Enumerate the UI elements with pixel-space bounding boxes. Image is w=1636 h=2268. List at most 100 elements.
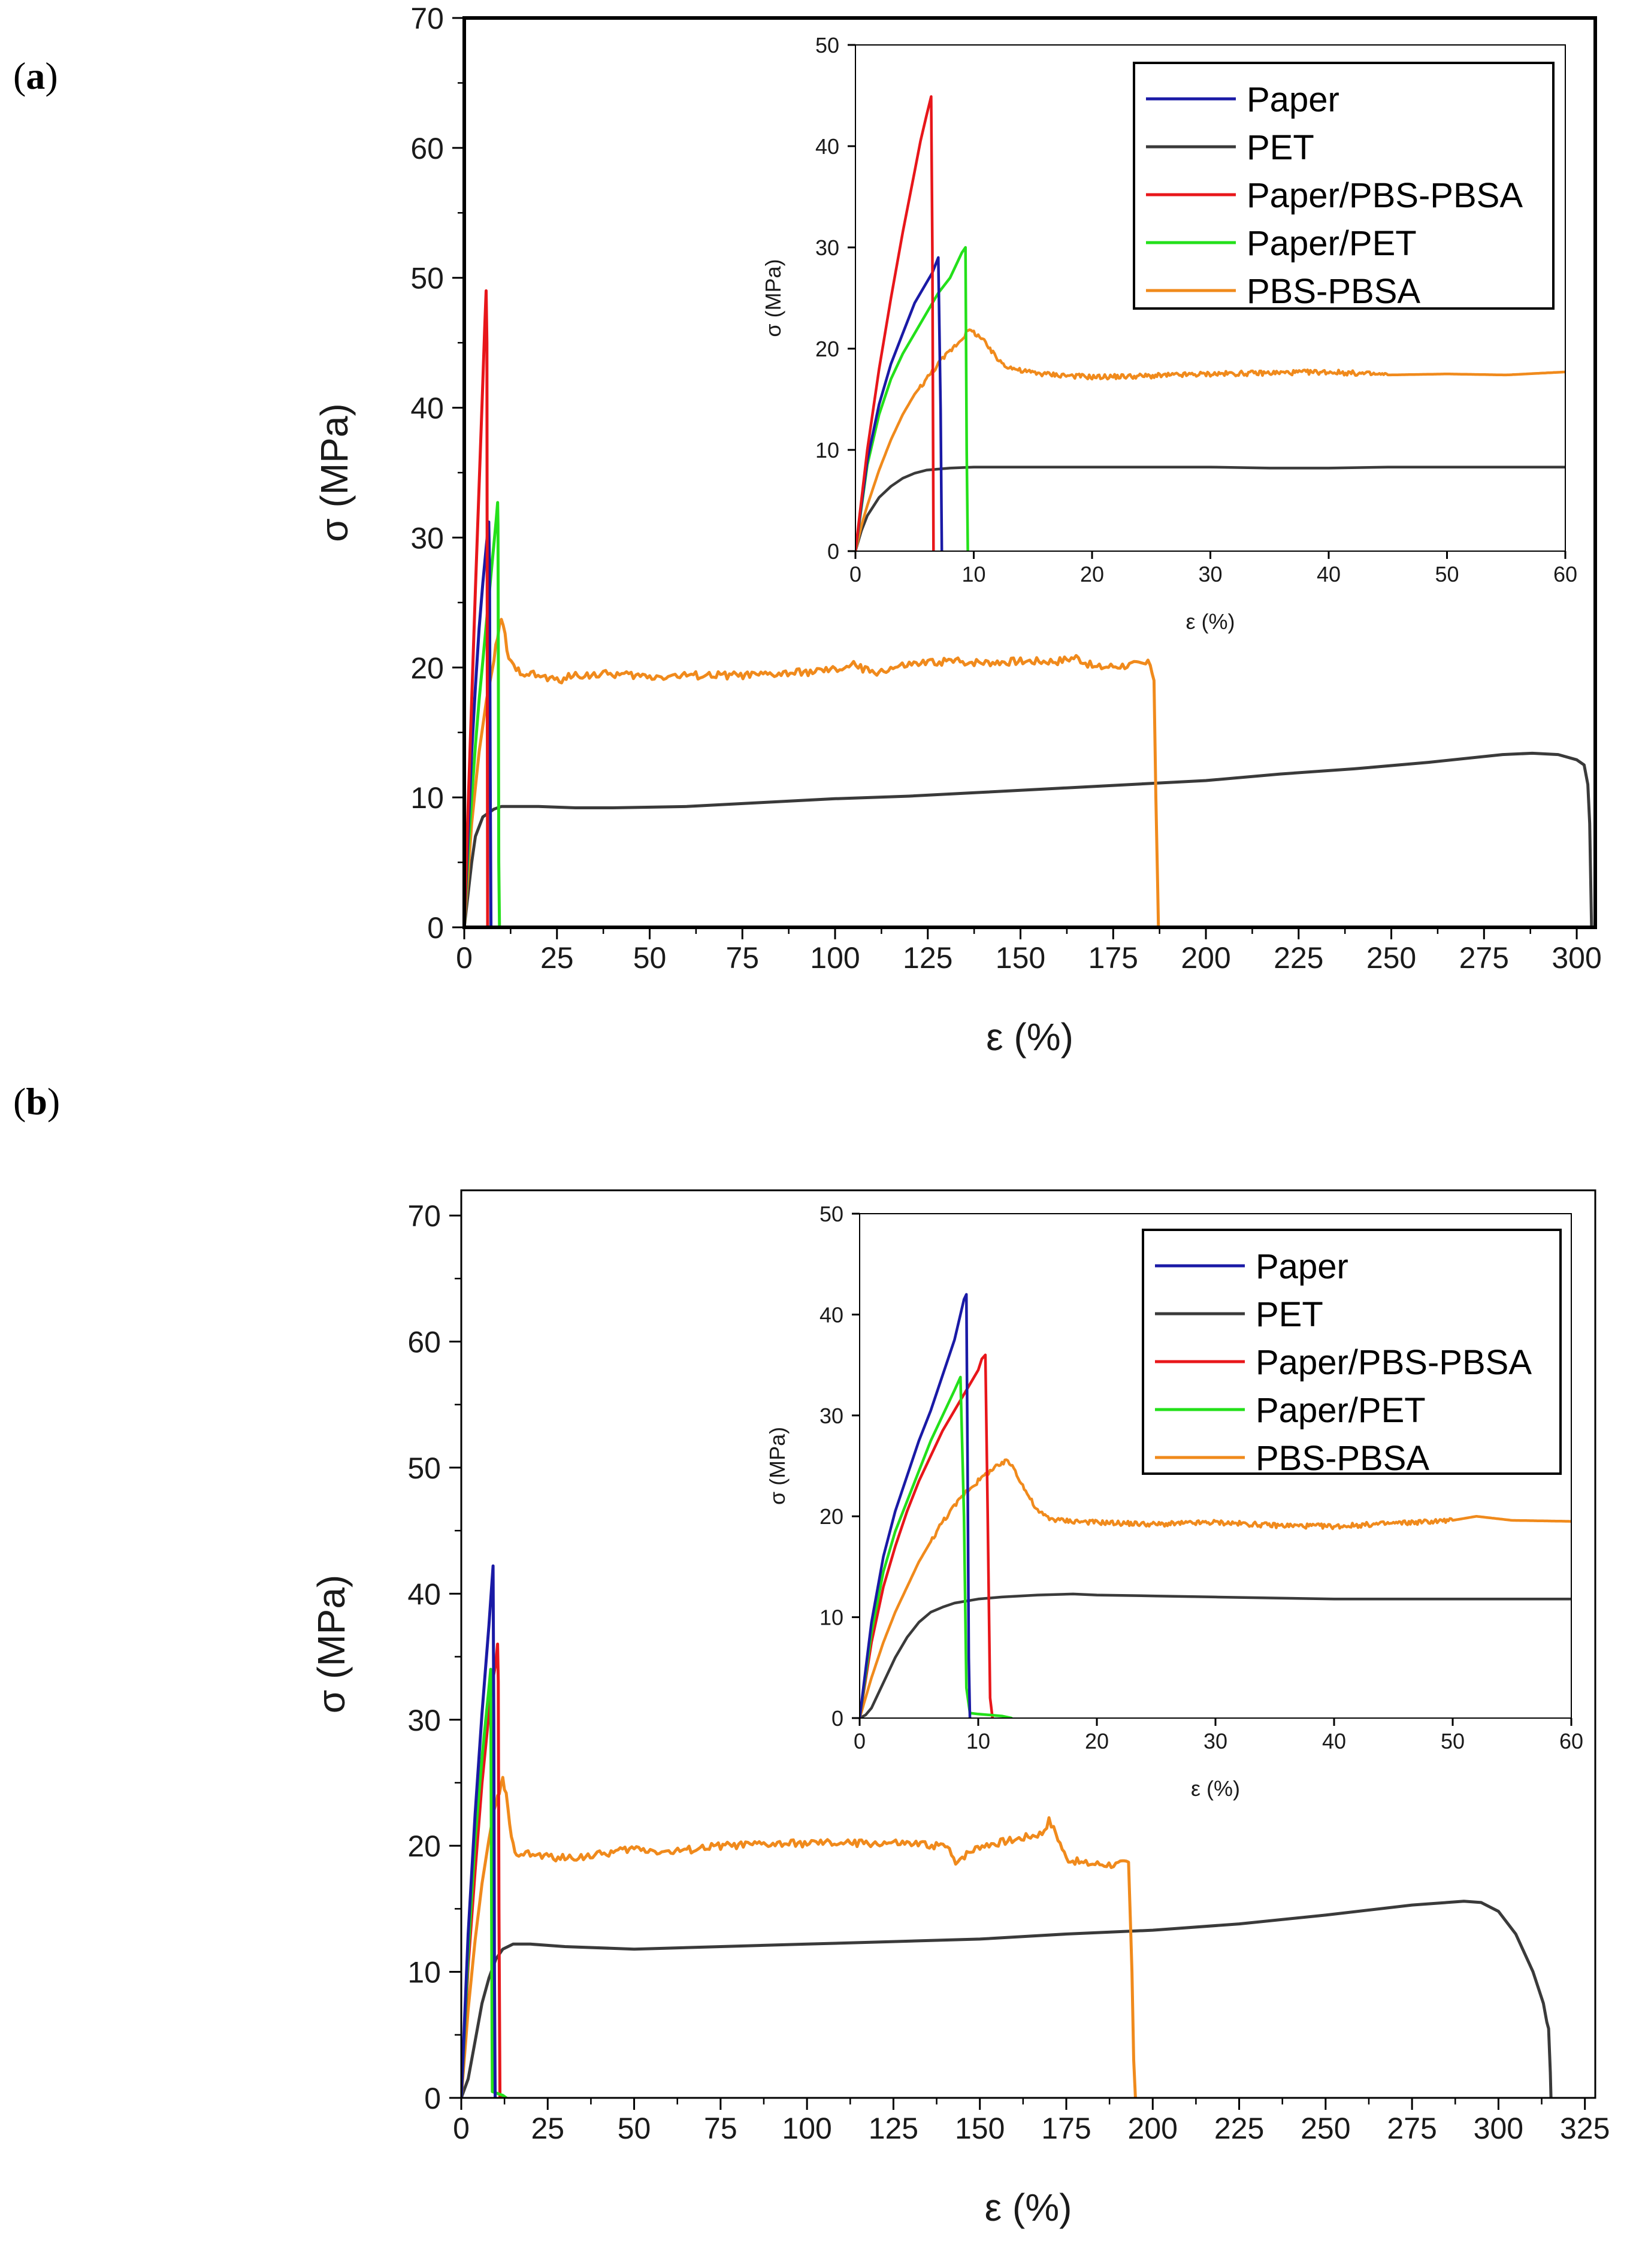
y-axis-title: σ (MPa) [313, 403, 356, 542]
y-tick-label: 20 [410, 651, 444, 685]
series-paper-pet [860, 1375, 1013, 1718]
series-group [464, 289, 1593, 927]
series-group [860, 1293, 1571, 1718]
x-tick-label: 225 [1274, 941, 1323, 975]
series-paper [855, 256, 944, 551]
x-tick-label: 50 [633, 941, 667, 975]
x-tick-label: 275 [1387, 2112, 1437, 2145]
x-tick-label: 175 [1041, 2112, 1091, 2145]
y-tick-label: 40 [819, 1302, 843, 1327]
panel-label-b-open: ( [13, 1080, 26, 1123]
series-pet [461, 1900, 1553, 2098]
x-tick-label: 0 [453, 2112, 470, 2145]
panel-label-a: (a) [13, 55, 58, 97]
x-tick-label: 100 [810, 941, 860, 975]
y-tick-label: 10 [410, 781, 444, 815]
legend-label: Paper [1247, 80, 1339, 119]
y-tick-label: 20 [819, 1504, 843, 1529]
legend-label: Paper [1256, 1247, 1348, 1286]
x-tick-label: 50 [1435, 562, 1459, 586]
x-tick-label: 50 [1441, 1729, 1465, 1753]
x-tick-label: 300 [1552, 941, 1601, 975]
chart-b-main: 0 25 50 75 100 125 150 175 200 225 250 275 300 325010… [310, 1189, 1610, 2229]
x-tick-label: 275 [1459, 941, 1509, 975]
y-tick-label: 30 [815, 235, 839, 260]
x-tick-label: 150 [955, 2112, 1005, 2145]
x-tick-label: 0 [849, 562, 861, 586]
x-tick-label: 175 [1088, 941, 1138, 975]
x-tick-label: 250 [1301, 2112, 1350, 2145]
y-tick-label: 50 [815, 33, 839, 58]
legend: Paper PET Paper/PBS-PBSA Paper/PET PBS-PBSA [1133, 62, 1555, 311]
y-axis-title: σ (MPa) [761, 259, 785, 337]
x-tick-label: 20 [1080, 562, 1104, 586]
legend: Paper PET Paper/PBS-PBSA Paper/PET PBS-PBSA [1142, 1229, 1562, 1478]
y-tick-label: 60 [407, 1326, 441, 1359]
x-tick-label: 0 [456, 941, 473, 975]
series-group [461, 1564, 1553, 2098]
x-axis-title: ε (%) [1191, 1776, 1240, 1801]
series-pbs-pbsa [461, 1776, 1137, 2098]
y-tick-label: 0 [427, 911, 444, 945]
x-tick-label: 0 [854, 1729, 866, 1753]
y-axis-title: σ (MPa) [310, 1575, 353, 1714]
chart-a-inset: 0 10 20 30 40 50 60 0 10 20 30 40 50 ε (%) σ (MPa) Pape… [761, 33, 1577, 634]
chart-a-main: 0 25 50 75 100 125 150 175 200 225 250 275 300010203… [313, 2, 1602, 1059]
series-pbs-pbsa [464, 618, 1160, 927]
panel-label-a-close: ) [45, 55, 58, 97]
panel-label-b-close: ) [47, 1080, 60, 1123]
legend-label: PET [1247, 128, 1314, 167]
series-paper-pbs-pbsa [855, 95, 935, 551]
series-pbs-pbsa [855, 328, 1565, 551]
x-tick-label: 200 [1128, 2112, 1178, 2145]
legend-label: PBS-PBSA [1247, 272, 1420, 311]
x-axis-title: ε (%) [1186, 609, 1235, 634]
x-tick-label: 75 [725, 941, 759, 975]
series-pet [860, 1592, 1571, 1718]
x-tick-label: 40 [1317, 562, 1341, 586]
legend-label: Paper/PBS-PBSA [1247, 176, 1523, 215]
x-tick-label: 30 [1198, 562, 1222, 586]
x-tick-label: 40 [1322, 1729, 1346, 1753]
legend-box [1133, 62, 1555, 310]
y-tick-label: 30 [410, 521, 444, 555]
x-tick-label: 100 [782, 2112, 831, 2145]
x-tick-label: 150 [996, 941, 1045, 975]
legend-label: Paper/PET [1247, 224, 1417, 263]
y-tick-label: 40 [410, 392, 444, 425]
y-tick-label: 0 [831, 1706, 843, 1731]
legend-label: PET [1256, 1295, 1323, 1334]
chart-b-inset: 0 10 20 30 40 50 60 0 10 20 30 40 50 ε (%) σ (MPa) Pape… [765, 1202, 1583, 1801]
y-tick-label: 70 [407, 1199, 441, 1233]
x-tick-label: 10 [961, 562, 985, 586]
series-pet [464, 751, 1593, 927]
series-pbs-pbsa [860, 1458, 1571, 1718]
y-tick-label: 50 [410, 262, 444, 295]
panel-label-b: (b) [13, 1080, 60, 1123]
x-tick-label: 60 [1553, 562, 1577, 586]
y-tick-label: 20 [407, 1829, 441, 1863]
x-tick-label: 75 [704, 2112, 737, 2145]
x-axis-title: ε (%) [985, 2186, 1072, 2229]
series-group [855, 95, 1565, 551]
x-tick-label: 125 [903, 941, 952, 975]
x-tick-label: 325 [1560, 2112, 1610, 2145]
series-paper [461, 1564, 497, 2098]
x-tick-label: 25 [540, 941, 574, 975]
series-paper-pet [855, 246, 969, 551]
x-tick-label: 300 [1474, 2112, 1523, 2145]
y-axis-title: σ (MPa) [765, 1427, 790, 1505]
series-paper [860, 1293, 972, 1718]
x-tick-label: 20 [1085, 1729, 1109, 1753]
panel-label-a-letter: a [26, 55, 45, 97]
y-tick-label: 10 [819, 1605, 843, 1630]
y-tick-label: 50 [819, 1202, 843, 1226]
x-axis-title: ε (%) [986, 1015, 1073, 1059]
y-tick-label: 10 [407, 1956, 441, 1989]
y-tick-label: 0 [827, 539, 839, 564]
legend-label: Paper/PET [1256, 1391, 1426, 1430]
series-pet [855, 465, 1565, 551]
series-paper-pbs-pbsa [464, 289, 489, 927]
legend-label: PBS-PBSA [1256, 1439, 1429, 1478]
x-tick-label: 60 [1559, 1729, 1583, 1753]
